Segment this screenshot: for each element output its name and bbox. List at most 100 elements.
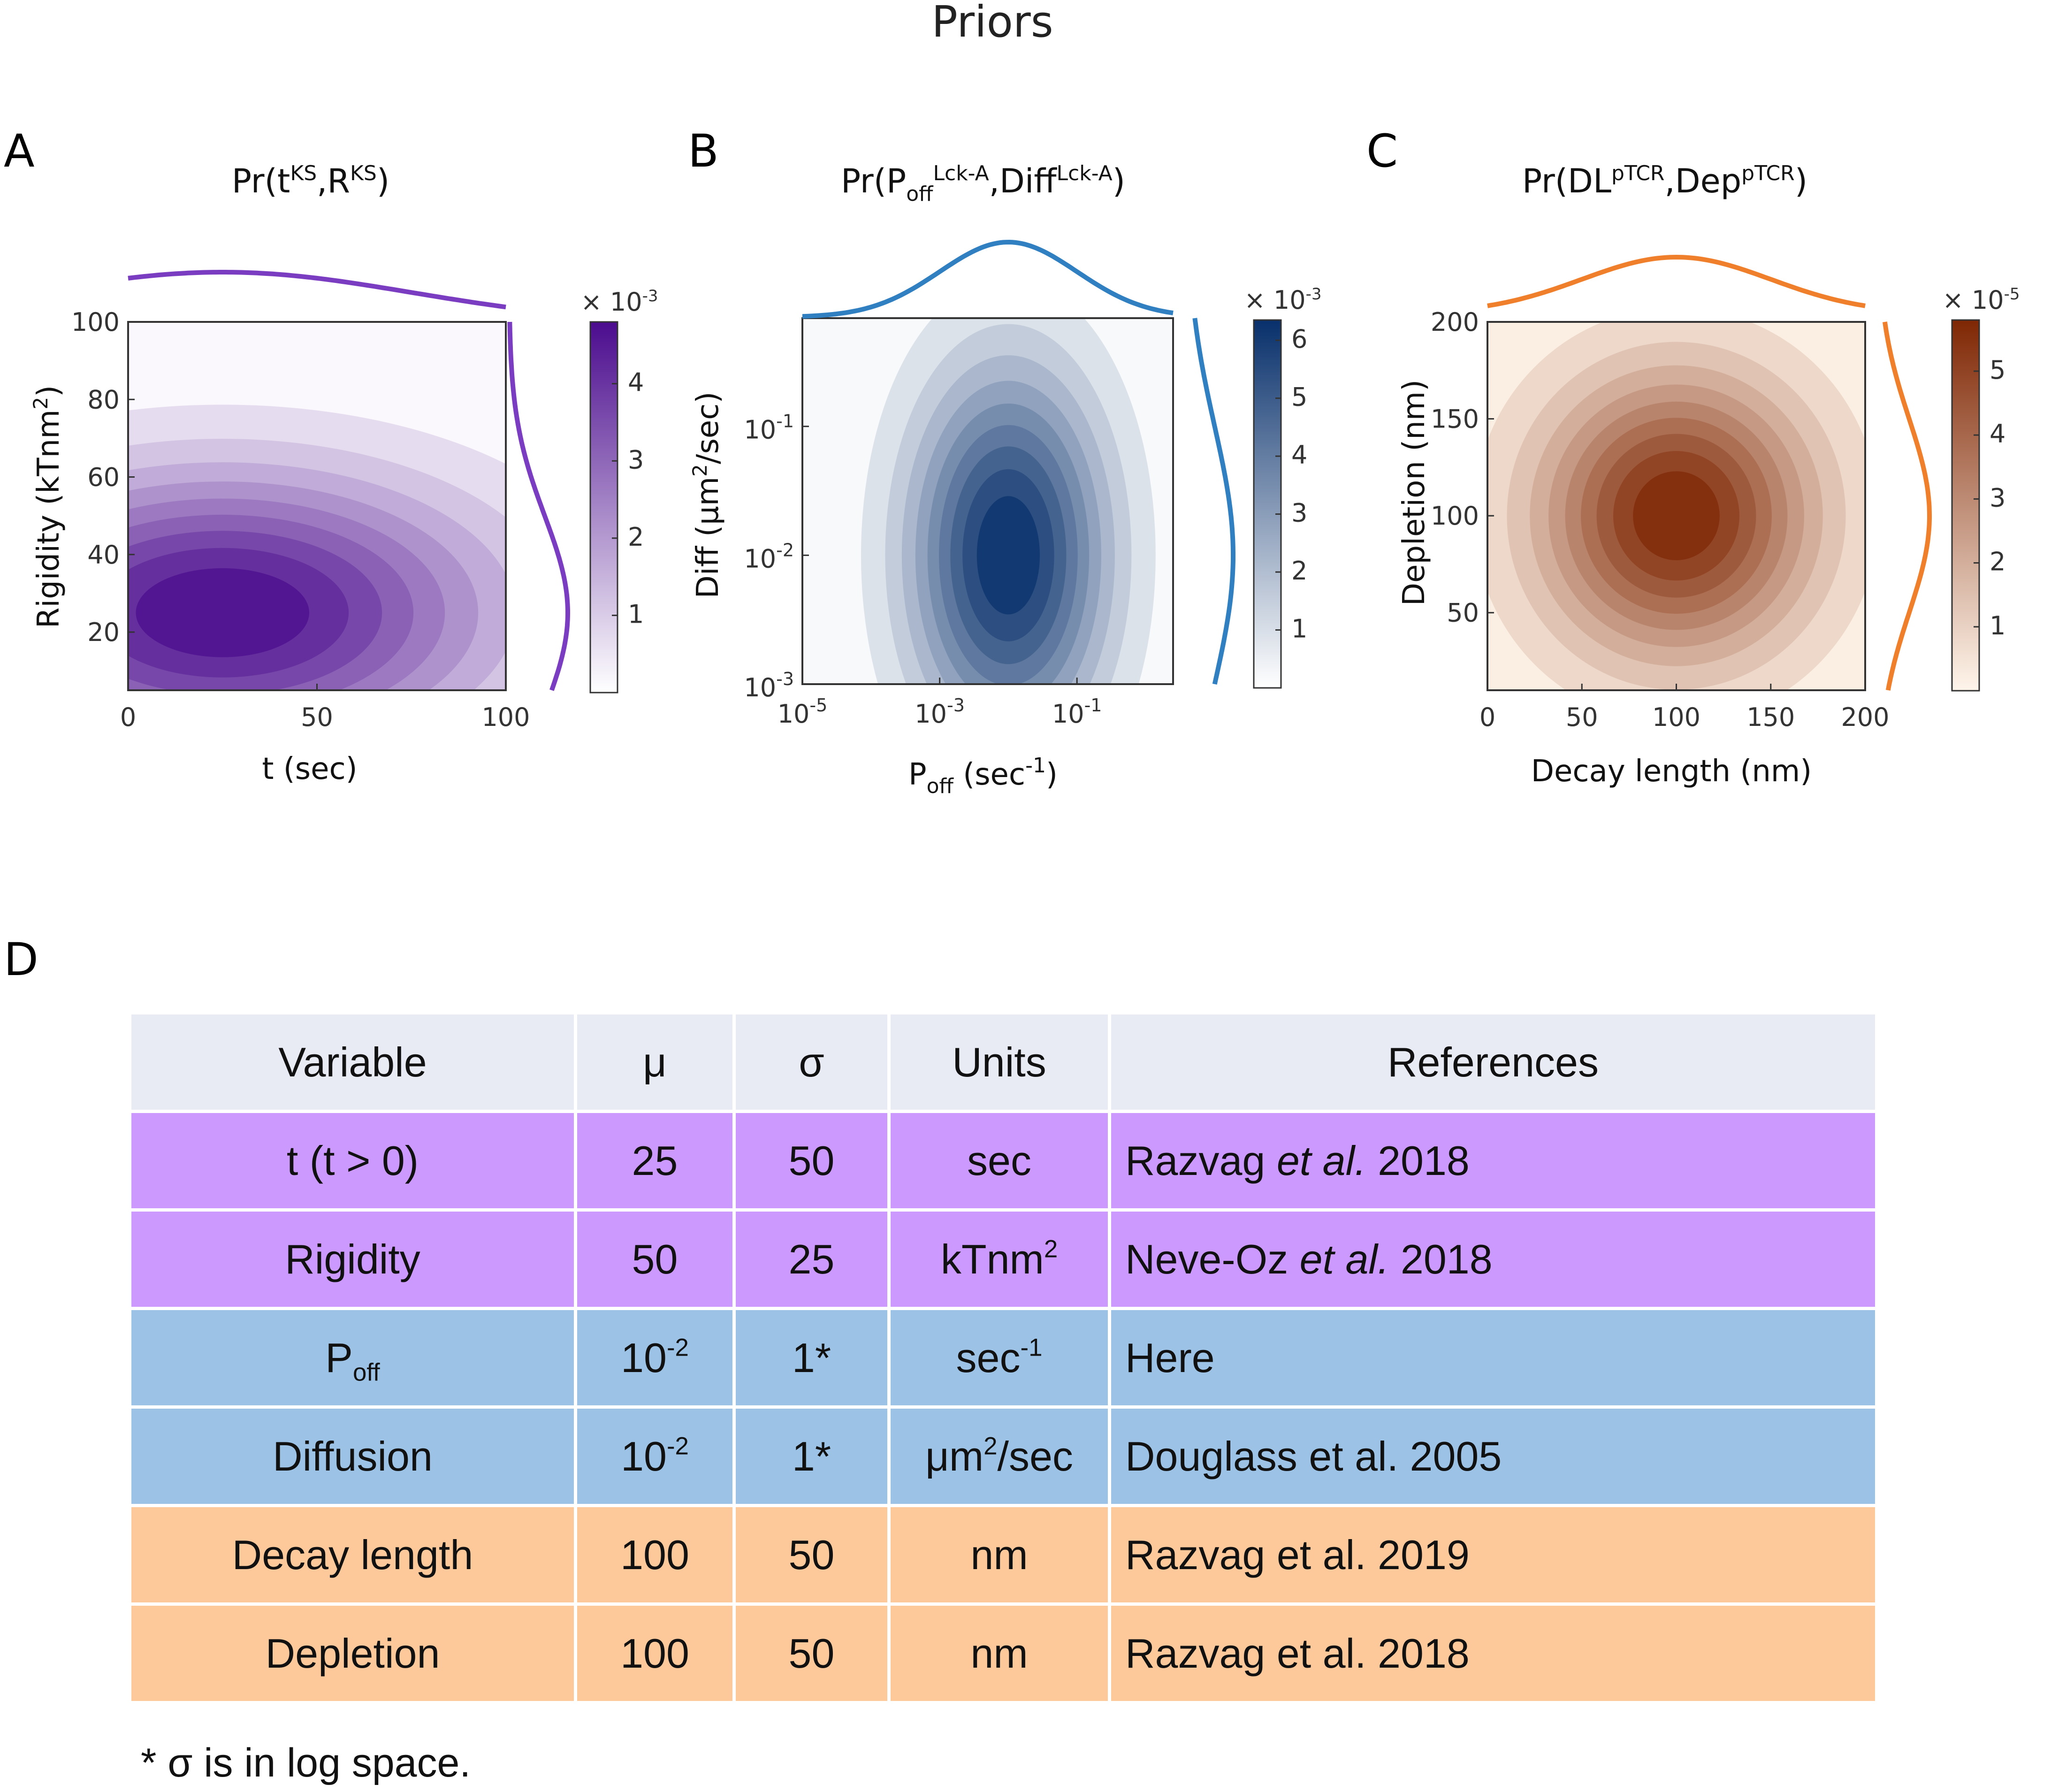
y-tick-label: 40 — [87, 540, 120, 570]
colorbar-tick-label: 4 — [1291, 440, 1307, 470]
panel-b-top-marginal — [802, 239, 1174, 319]
colorbar-tick-label: 1 — [628, 599, 644, 629]
table-row: Rigidity 50 25 kTnm2 Neve-Oz et al. 2018 — [128, 1208, 1878, 1310]
colorbar-exponent: × 10-3 — [580, 287, 658, 317]
colorbar-tick-label: 2 — [628, 522, 644, 552]
panel-a-xlabel: t (sec) — [262, 752, 357, 786]
cell-reference: Neve-Oz et al. 2018 — [1108, 1208, 1878, 1310]
panel-a-colorbar: 1 2 3 4 × 10-3 — [580, 287, 658, 694]
cell-variable: Diffusion — [128, 1405, 577, 1507]
x-tick-label: 50 — [1566, 702, 1598, 732]
panel-c-title: Pr(DLpTCR,DeppTCR) — [1522, 161, 1807, 200]
cell-reference: Razvag et al. 2018 — [1108, 1602, 1878, 1704]
panel-c-x-ticks: 0 50 100 150 200 — [1479, 684, 1890, 732]
panel-b-right-marginal — [1192, 318, 1235, 685]
cell-sigma: 1* — [732, 1307, 891, 1409]
cell-units: nm — [887, 1504, 1111, 1606]
colorbar-tick-label: 1 — [1291, 614, 1307, 644]
cell-variable: Depletion — [128, 1602, 577, 1704]
panel-c-y-ticks: 50 100 150 200 — [1431, 307, 1494, 628]
table-row: Decay length 100 50 nm Razvag et al. 201… — [128, 1504, 1878, 1606]
panel-c-xlabel: Decay length (nm) — [1531, 754, 1812, 789]
header-variable: Variable — [128, 1011, 577, 1113]
colorbar-tick-label: 3 — [1990, 483, 2005, 512]
colorbar-tick-label: 2 — [1291, 556, 1307, 586]
colorbar-tick-label: 5 — [1990, 355, 2005, 385]
cell-reference: Razvag et al. 2019 — [1108, 1504, 1878, 1606]
panel-c-colorbar: 1 2 3 4 5 × 10-5 — [1942, 285, 2020, 692]
panel-c-right-marginal — [1882, 321, 1932, 691]
panel-a-title: Pr(tKS,RKS) — [232, 161, 389, 200]
colorbar-tick-label: 2 — [1990, 547, 2005, 577]
panel-b-y-ticks: 10-3 10-2 10-1 — [744, 411, 809, 702]
panel-a-heatmap — [128, 322, 506, 690]
panel-b-colorbar: 1 2 3 4 5 6 × 10-3 — [1244, 285, 1322, 689]
panel-b-ylabel: Diff (μm2/sec) — [688, 392, 725, 599]
colorbar-gradient — [1951, 319, 1980, 692]
cell-units: sec — [887, 1110, 1111, 1212]
cell-sigma: 50 — [732, 1110, 891, 1212]
colorbar-exponent: × 10-3 — [1244, 285, 1321, 315]
y-tick-label: 10-3 — [744, 669, 794, 702]
x-tick-label: 10-1 — [1052, 695, 1102, 729]
cell-reference: Douglass et al. 2005 — [1108, 1405, 1878, 1507]
colorbar-gradient — [589, 321, 618, 694]
x-tick-label: 0 — [120, 702, 136, 732]
cell-sigma: 50 — [732, 1602, 891, 1704]
cell-mu: 10-2 — [574, 1405, 736, 1507]
header-mu: μ — [574, 1011, 736, 1113]
figure-title: Priors — [931, 0, 1053, 47]
colorbar-tick-label: 4 — [1990, 419, 2005, 449]
x-tick-label: 50 — [301, 702, 333, 732]
panel-label-c: C — [1366, 125, 1398, 177]
panel-b-heatmap — [802, 318, 1173, 684]
panel-a: A Pr(tKS,RKS) 0 50 100 20 40 60 80 100 t (sec)… — [4, 125, 658, 786]
panel-a-right-marginal — [507, 321, 570, 691]
colorbar-gradient — [1253, 319, 1282, 689]
panel-b-title: Pr(PoffLck-A,DiffLck-A) — [841, 161, 1125, 206]
table-header-row: Variable μ σ Units References — [128, 1011, 1878, 1113]
panel-c-ylabel: Depletion (nm) — [1397, 380, 1432, 606]
priors-figure: Priors A Pr(tKS,RKS) 0 50 100 20406080100 … — [4, 0, 2020, 985]
panel-b: B Pr(PoffLck-A,DiffLck-A) 10-5 10-3 10-1 1… — [688, 125, 1322, 798]
x-tick-label: 150 — [1746, 702, 1795, 732]
colorbar-tick-label: 6 — [1291, 324, 1307, 354]
colorbar-tick-label: 4 — [628, 368, 644, 397]
priors-table-container: Variable μ σ Units References t (t > 0) … — [128, 1011, 1878, 1704]
panel-c-heatmap — [1487, 322, 1865, 690]
cell-units: nm — [887, 1602, 1111, 1704]
x-tick-label: 200 — [1841, 702, 1889, 732]
panel-b-xlabel: Poff (sec-1) — [908, 754, 1058, 798]
cell-units: kTnm2 — [887, 1208, 1111, 1310]
colorbar-exponent: × 10-5 — [1942, 285, 2020, 315]
y-tick-label: 60 — [87, 463, 120, 492]
y-tick-label: 80 — [87, 385, 120, 414]
panel-label-a: A — [4, 125, 35, 177]
panel-label-d: D — [4, 933, 38, 985]
y-tick-label: 100 — [71, 307, 120, 337]
cell-variable: Rigidity — [128, 1208, 577, 1310]
contour-level-9 — [976, 496, 1040, 615]
cell-sigma: 50 — [732, 1504, 891, 1606]
cell-units: μm2/sec — [887, 1405, 1111, 1507]
panel-c-top-marginal — [1487, 254, 1866, 308]
panel-c: C Pr(DLpTCR,DeppTCR) 0 50 100 150 200 50 100 1… — [1366, 125, 2020, 789]
contour-level-9 — [1633, 471, 1720, 560]
y-tick-label: 200 — [1431, 307, 1479, 337]
table-row: t (t > 0) 25 50 sec Razvag et al. 2018 — [128, 1110, 1878, 1212]
cell-reference: Razvag et al. 2018 — [1108, 1110, 1878, 1212]
panel-a-y-ticks: 20 40 60 80 100 — [71, 307, 135, 647]
panel-a-x-ticks: 0 50 100 — [120, 684, 530, 732]
colorbar-tick-label: 3 — [628, 445, 644, 474]
table-row: Depletion 100 50 nm Razvag et al. 2018 — [128, 1602, 1878, 1704]
panel-b-x-ticks: 10-5 10-3 10-1 — [778, 678, 1102, 729]
y-tick-label: 10-1 — [744, 411, 794, 445]
cell-mu: 100 — [574, 1504, 736, 1606]
cell-reference: Here — [1108, 1307, 1878, 1409]
colorbar-tick-label: 5 — [1291, 382, 1307, 412]
header-references: References — [1108, 1011, 1878, 1113]
panel-label-b: B — [688, 125, 719, 177]
x-tick-label: 100 — [481, 702, 530, 732]
x-tick-label: 0 — [1479, 702, 1495, 732]
colorbar-tick-label: 1 — [1990, 611, 2005, 641]
